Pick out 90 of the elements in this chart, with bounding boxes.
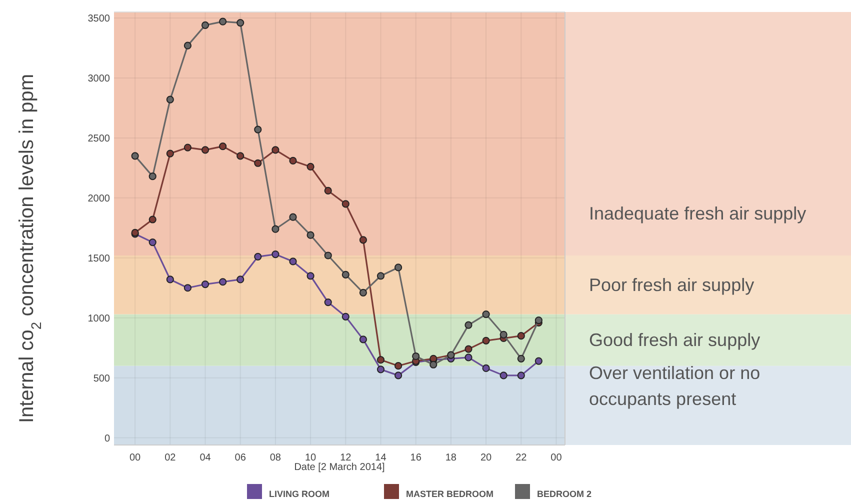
x-tick-label: 04 [200, 452, 212, 464]
point [464, 345, 472, 353]
point [517, 332, 525, 340]
point [394, 362, 402, 370]
x-tick-label: 06 [234, 452, 246, 464]
point [184, 42, 192, 50]
y-tick-label: 2500 [88, 133, 110, 144]
x-tick-label: 16 [410, 452, 422, 464]
point [166, 150, 174, 158]
point [254, 252, 262, 260]
point [254, 159, 262, 167]
point [394, 372, 402, 380]
point [148, 238, 156, 246]
point [482, 336, 490, 344]
point [306, 162, 314, 171]
point [517, 354, 525, 362]
point [184, 284, 192, 292]
point [482, 364, 490, 372]
point [272, 225, 280, 233]
point [412, 352, 420, 360]
point [500, 330, 508, 338]
point [148, 216, 156, 224]
point [534, 357, 542, 365]
x-tick-label: 08 [270, 452, 282, 464]
point [219, 278, 227, 286]
x-tick-label: 12 [340, 452, 352, 464]
point [201, 146, 210, 154]
y-tick-label: 3000 [88, 73, 110, 84]
point [376, 356, 385, 364]
point [236, 18, 244, 27]
point [324, 186, 332, 195]
band-label: Over ventilation or no occupants present [589, 362, 760, 409]
point [184, 144, 192, 152]
x-tick-label: 18 [445, 452, 457, 464]
point [342, 270, 350, 278]
point [376, 366, 385, 374]
point [359, 336, 367, 344]
point [236, 152, 244, 160]
point [166, 276, 174, 284]
point [236, 276, 244, 284]
x-tick-label: 20 [480, 452, 492, 464]
y-tick-label: 0 [104, 433, 110, 444]
band-label: Good fresh air supply [589, 330, 760, 350]
point [219, 18, 227, 26]
point [272, 250, 280, 258]
point [201, 21, 210, 29]
point [166, 96, 174, 104]
point [359, 288, 367, 296]
y-tick-label: 3500 [88, 13, 110, 24]
y-tick-label: 1000 [88, 313, 110, 324]
point [254, 126, 262, 134]
point [464, 354, 472, 362]
point [376, 272, 385, 280]
point [289, 213, 297, 221]
point [201, 280, 210, 288]
point [342, 200, 350, 208]
x-tick-label: 02 [164, 452, 176, 464]
x-tick-label: 14 [375, 452, 387, 464]
y-tick-label: 500 [93, 373, 110, 384]
point [131, 152, 139, 160]
band-label: Poor fresh air supply [589, 274, 754, 295]
point [272, 146, 280, 154]
point [324, 252, 332, 260]
point [219, 142, 227, 150]
point [342, 312, 350, 320]
band-label: Inadequate fresh air supply [589, 204, 806, 224]
point [148, 172, 156, 180]
legend-label: BEDROOM 2 [537, 489, 592, 499]
y-tick-label: 1500 [88, 253, 110, 264]
point [517, 372, 525, 380]
x-tick-label: 00 [129, 452, 142, 464]
x-tick-label: 22 [516, 452, 528, 464]
point [306, 231, 314, 239]
y-tick-label: 2000 [88, 193, 110, 204]
point [324, 298, 332, 306]
point [306, 272, 314, 280]
x-tick-label: 10 [304, 452, 317, 464]
point [359, 236, 367, 244]
point [430, 360, 438, 368]
legend-label: LIVING ROOM [269, 489, 330, 499]
point [482, 310, 490, 318]
point [500, 372, 508, 380]
legend-label: MASTER BEDROOM [406, 489, 494, 499]
point [394, 264, 402, 272]
x-axis-title: Date [2 March 2014] [294, 462, 386, 473]
point [289, 258, 297, 266]
point [289, 156, 297, 165]
point [464, 321, 472, 329]
x-tick-label: 00 [550, 452, 562, 464]
point [534, 316, 542, 324]
